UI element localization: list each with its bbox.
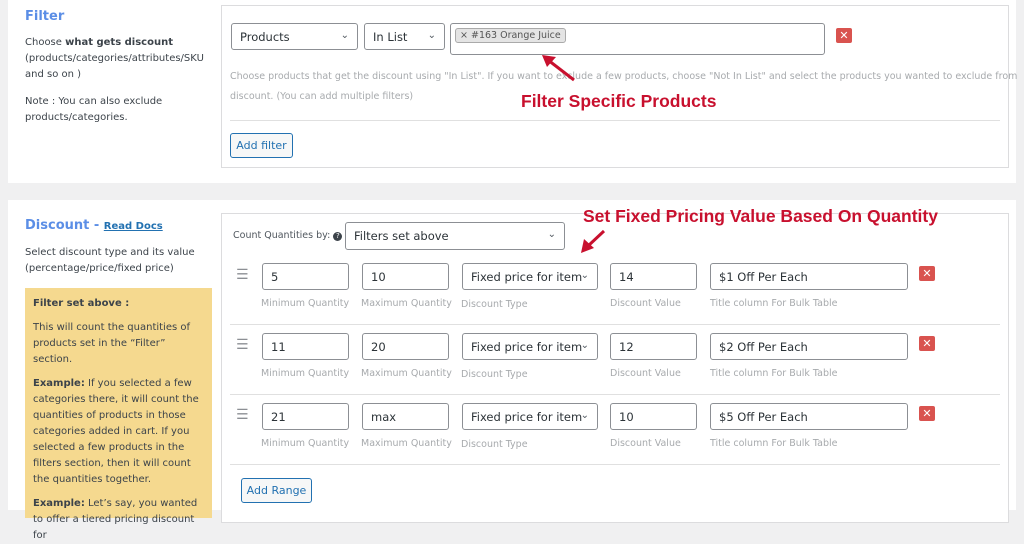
selected-tag: × #163 Orange Juice (455, 28, 566, 43)
annotation-pricing: Set Fixed Pricing Value Based On Quantit… (583, 206, 938, 226)
info-bold: Example: (33, 378, 85, 389)
bulk-title-input[interactable]: $2 Off Per Each (710, 333, 908, 360)
discount-type-select[interactable]: Fixed price for item ⌄ (462, 263, 598, 290)
info-bold: Example: (33, 498, 85, 509)
select-value: Fixed price for item (471, 269, 583, 284)
discount-type-select[interactable]: Fixed price for item ⌄ (462, 333, 598, 360)
annotation-arrow-icon (581, 229, 606, 253)
add-filter-button[interactable]: Add filter (230, 133, 293, 158)
desc-bold: what gets discount (65, 37, 173, 48)
bulk-title-label: Title column For Bulk Table (710, 368, 838, 379)
discount-title-text: Discount - (25, 218, 104, 233)
divider (230, 394, 1000, 395)
read-docs-link[interactable]: Read Docs (103, 221, 163, 232)
select-value: Fixed price for item (471, 339, 583, 354)
add-range-button[interactable]: Add Range (241, 478, 312, 503)
max-quantity-label: Maximum Quantity (361, 438, 452, 449)
discount-value-input[interactable]: 12 (610, 333, 697, 360)
chevron-down-icon: ⌄ (427, 30, 436, 41)
max-quantity-label: Maximum Quantity (361, 298, 452, 309)
filter-title: Filter (25, 9, 65, 24)
bulk-title-input[interactable]: $1 Off Per Each (710, 263, 908, 290)
drag-handle-icon[interactable]: ☰ (236, 267, 249, 283)
count-quantities-select[interactable]: Filters set above ⌄ (345, 222, 565, 250)
min-quantity-label: Minimum Quantity (261, 298, 350, 309)
max-quantity-input[interactable]: 20 (362, 333, 449, 360)
max-quantity-input[interactable]: max (362, 403, 449, 430)
divider (230, 324, 1000, 325)
filter-note: Note : You can also exclude products/cat… (25, 96, 163, 123)
remove-range-button[interactable]: ✕ (919, 266, 935, 281)
bulk-title-label: Title column For Bulk Table (710, 438, 838, 449)
filter-help: discount. (You can add multiple filters) (230, 91, 414, 102)
discount-value-label: Discount Value (610, 298, 681, 309)
annotation-filter: Filter Specific Products (521, 91, 717, 111)
select-value: Products (240, 29, 290, 44)
filter-operator-select[interactable]: In List ⌄ (364, 23, 445, 50)
min-quantity-input[interactable]: 11 (262, 333, 349, 360)
discount-value-label: Discount Value (610, 368, 681, 379)
help-icon[interactable]: ? (333, 232, 343, 241)
desc-text: Choose (25, 37, 66, 48)
discount-value-label: Discount Value (610, 438, 681, 449)
discount-type-label: Discount Type (461, 299, 528, 310)
info-text: This will count the quantities of produc… (33, 322, 191, 365)
discount-type-select[interactable]: Fixed price for item ⌄ (462, 403, 598, 430)
chevron-down-icon: ⌄ (580, 340, 589, 351)
tag-label: #163 Orange Juice (470, 30, 561, 41)
chevron-down-icon: ⌄ (340, 30, 349, 41)
select-value: Fixed price for item (471, 409, 583, 424)
select-value: Filters set above (354, 229, 449, 243)
count-label: Count Quantities by: ? (233, 230, 343, 241)
desc-text: (products/categories/attributes/SKU and … (25, 53, 204, 80)
discount-title: Discount - Read Docs (25, 218, 163, 233)
drag-handle-icon[interactable]: ☰ (236, 407, 249, 423)
info-box: Filter set above : This will count the q… (25, 288, 212, 541)
remove-range-button[interactable]: ✕ (919, 406, 935, 421)
discount-desc: Select discount type and its value (perc… (25, 247, 195, 274)
annotation-arrow-icon (542, 55, 575, 82)
discount-value-input[interactable]: 10 (610, 403, 697, 430)
filter-help: Choose products that get the discount us… (230, 71, 1018, 82)
chevron-down-icon: ⌄ (580, 410, 589, 421)
info-title: Filter set above : (33, 298, 130, 309)
min-quantity-input[interactable]: 5 (262, 263, 349, 290)
count-label-text: Count Quantities by: (233, 230, 331, 241)
discount-type-label: Discount Type (461, 369, 528, 380)
min-quantity-label: Minimum Quantity (261, 438, 350, 449)
min-quantity-label: Minimum Quantity (261, 368, 350, 379)
drag-handle-icon[interactable]: ☰ (236, 337, 249, 353)
chevron-down-icon: ⌄ (580, 270, 589, 281)
divider (230, 464, 1000, 465)
filter-desc: Choose what gets discount (products/categ… (25, 35, 210, 83)
discount-value-input[interactable]: 14 (610, 263, 697, 290)
max-quantity-input[interactable]: 10 (362, 263, 449, 290)
chevron-down-icon: ⌄ (547, 229, 556, 240)
min-quantity-input[interactable]: 21 (262, 403, 349, 430)
max-quantity-label: Maximum Quantity (361, 368, 452, 379)
remove-filter-button[interactable]: ✕ (836, 28, 852, 43)
discount-type-label: Discount Type (461, 439, 528, 450)
bulk-title-label: Title column For Bulk Table (710, 298, 838, 309)
info-text: If you selected a few categories there, … (33, 378, 199, 485)
remove-range-button[interactable]: ✕ (919, 336, 935, 351)
bulk-title-input[interactable]: $5 Off Per Each (710, 403, 908, 430)
remove-tag-icon[interactable]: × (460, 30, 471, 41)
filter-type-select[interactable]: Products ⌄ (231, 23, 358, 50)
divider (230, 120, 1000, 121)
product-multiselect[interactable]: × #163 Orange Juice (450, 23, 825, 55)
select-value: In List (373, 29, 408, 44)
